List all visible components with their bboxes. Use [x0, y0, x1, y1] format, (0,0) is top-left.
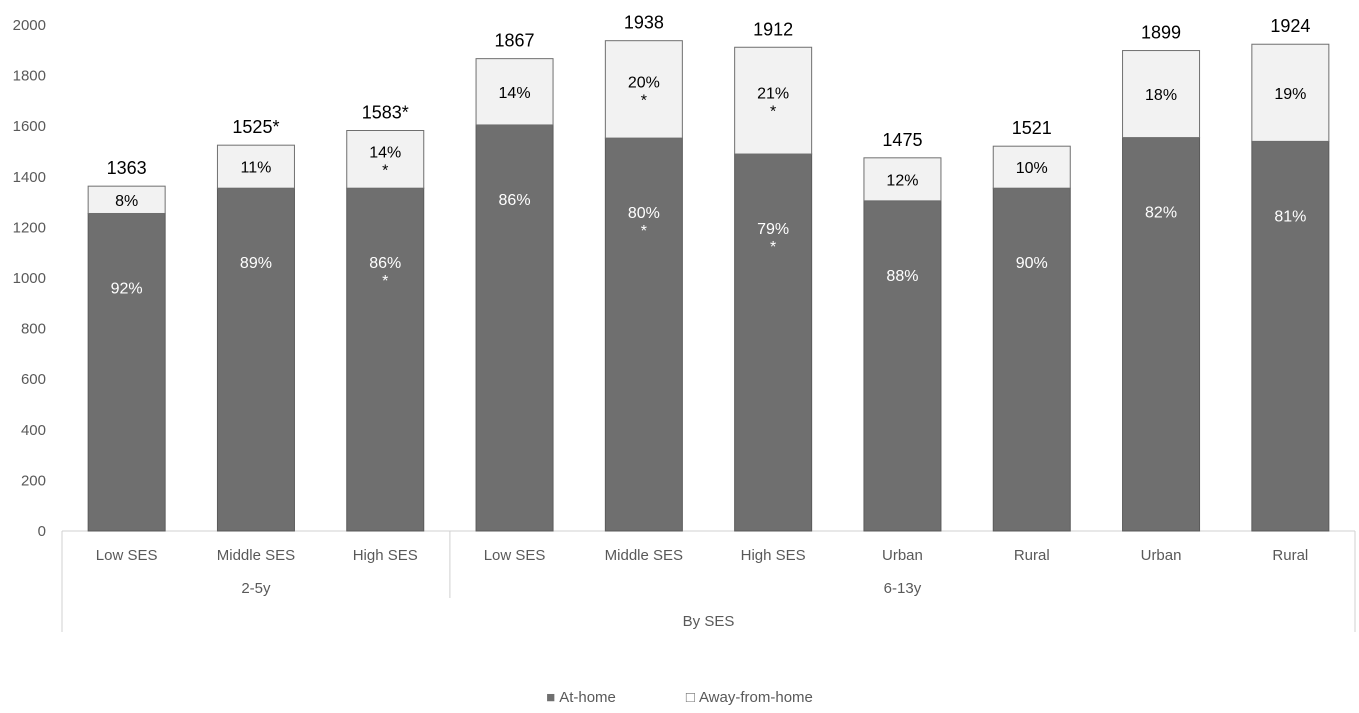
away-percent-label: 19%: [1274, 86, 1306, 103]
x-category-label: Low SES: [484, 547, 546, 564]
at-home-percent-label: 92%: [111, 280, 143, 297]
x-category-label: Low SES: [96, 547, 158, 564]
y-tick-label: 800: [21, 321, 46, 338]
bar-at-home: [604, 137, 683, 532]
bar-total-label: 1583*: [362, 103, 409, 123]
bar-at-home: [87, 212, 166, 532]
y-tick-label: 1600: [13, 118, 46, 135]
y-tick-label: 1200: [13, 219, 46, 236]
x-category-label: Urban: [1141, 547, 1182, 564]
at-home-percent-label: 79%: [757, 221, 789, 238]
bar-total-label: 1899: [1141, 23, 1181, 43]
bar-away-from-home: [346, 130, 425, 189]
away-percent-label: 21%: [757, 86, 789, 103]
bar-at-home: [1251, 140, 1330, 532]
x-category-label: Middle SES: [217, 547, 295, 564]
away-percent-label: 14%: [499, 85, 531, 102]
away-significance-marker: *: [641, 92, 647, 109]
legend-swatch-away-from-home: □: [685, 689, 695, 706]
at-home-percent-label: 81%: [1274, 208, 1306, 225]
away-significance-marker: *: [770, 104, 776, 121]
bar-at-home: [992, 187, 1071, 532]
at-home-percent-label: 86%: [369, 255, 401, 272]
away-significance-marker: *: [382, 162, 388, 179]
at-home-significance-marker: *: [770, 239, 776, 256]
x-category-label: High SES: [353, 547, 418, 564]
bar-away-from-home: [1122, 50, 1201, 139]
at-home-percent-label: 89%: [240, 255, 272, 272]
at-home-percent-label: 80%: [628, 205, 660, 222]
legend-item-at-home: ■ At-home: [546, 689, 616, 706]
bar-at-home: [216, 187, 295, 532]
bar-at-home: [863, 200, 942, 532]
y-tick-label: 1000: [13, 270, 46, 287]
legend-swatch-at-home: ■: [546, 689, 556, 706]
bar-away-from-home: [475, 58, 554, 126]
bar-total-label: 1363: [107, 158, 147, 178]
bar-total-label: 1867: [495, 31, 535, 51]
bar-away-from-home: [216, 144, 295, 189]
away-percent-label: 18%: [1145, 87, 1177, 104]
at-home-percent-label: 90%: [1016, 255, 1048, 272]
bar-away-from-home: [734, 46, 813, 155]
bar-away-from-home: [87, 185, 166, 214]
bar-total-label: 1475: [882, 130, 922, 150]
bar-away-from-home: [992, 145, 1071, 189]
x-group-label: 6-13y: [884, 580, 922, 597]
x-group-label: 2-5y: [241, 580, 271, 597]
at-home-percent-label: 82%: [1145, 205, 1177, 222]
chart-legend: ■ At-home □ Away-from-home: [0, 689, 1359, 706]
y-tick-label: 0: [38, 523, 46, 540]
bar-total-label: 1525*: [232, 117, 279, 137]
away-percent-label: 11%: [241, 160, 272, 177]
bar-total-label: 1938: [624, 13, 664, 33]
y-tick-label: 2000: [13, 17, 46, 34]
legend-label-at-home: At-home: [559, 689, 616, 706]
bar-at-home: [475, 124, 554, 532]
legend-label-away-from-home: Away-from-home: [698, 689, 813, 706]
y-tick-label: 600: [21, 371, 46, 388]
bar-total-label: 1912: [753, 19, 793, 39]
bar-at-home: [346, 187, 425, 532]
at-home-percent-label: 86%: [499, 192, 531, 209]
y-tick-label: 400: [21, 422, 46, 439]
bar-total-label: 1924: [1270, 16, 1310, 36]
at-home-significance-marker: *: [382, 273, 388, 290]
bar-away-from-home: [863, 157, 942, 202]
away-percent-label: 14%: [369, 144, 401, 161]
x-category-label: Rural: [1014, 547, 1050, 564]
x-category-label: Urban: [882, 547, 923, 564]
away-percent-label: 8%: [115, 193, 138, 210]
y-tick-label: 1400: [13, 169, 46, 186]
at-home-percent-label: 88%: [886, 268, 918, 285]
at-home-significance-marker: *: [641, 223, 647, 240]
bar-total-label: 1521: [1012, 118, 1052, 138]
legend-item-away-from-home: □ Away-from-home: [686, 689, 813, 706]
y-tick-label: 1800: [13, 68, 46, 85]
x-category-label: Rural: [1272, 547, 1308, 564]
x-supergroup-label: By SES: [683, 613, 735, 630]
x-category-label: High SES: [741, 547, 806, 564]
x-category-label: Middle SES: [605, 547, 683, 564]
bar-away-from-home: [1251, 43, 1330, 142]
bar-away-from-home: [604, 40, 683, 139]
away-percent-label: 20%: [628, 74, 660, 91]
y-tick-label: 200: [21, 472, 46, 489]
bar-at-home: [1122, 137, 1201, 532]
bar-at-home: [734, 153, 813, 532]
away-percent-label: 12%: [886, 172, 918, 189]
away-percent-label: 10%: [1016, 160, 1048, 177]
